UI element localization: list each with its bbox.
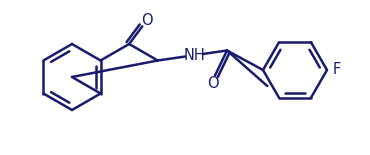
Text: NH: NH [184,48,205,63]
Text: O: O [141,13,152,28]
Text: F: F [333,62,341,78]
Text: O: O [207,76,219,91]
